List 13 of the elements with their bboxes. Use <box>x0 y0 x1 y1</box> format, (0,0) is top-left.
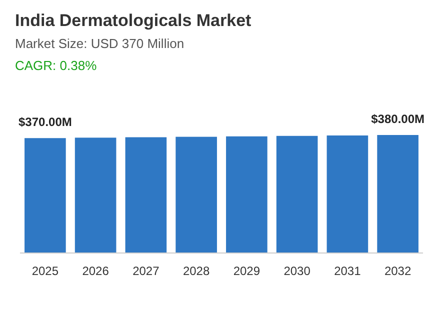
x-tick-label: 2032 <box>384 264 412 278</box>
x-tick-label: 2026 <box>82 264 110 278</box>
x-tick-label: 2030 <box>284 264 311 278</box>
chart-subtitle: Market Size: USD 370 Million <box>15 36 184 51</box>
x-tick-label: 2028 <box>182 264 210 278</box>
data-label: $380.00M <box>371 112 424 126</box>
chart-title: India Dermatologicals Market <box>15 11 252 30</box>
x-tick-label: 2029 <box>233 264 260 278</box>
x-tick-label: 2031 <box>334 264 362 278</box>
x-tick-label: 2025 <box>32 264 59 278</box>
text: CAGR: 0.38% <box>15 58 98 73</box>
data-label: $370.00M <box>18 115 72 130</box>
x-tick-label: 2027 <box>132 264 160 278</box>
